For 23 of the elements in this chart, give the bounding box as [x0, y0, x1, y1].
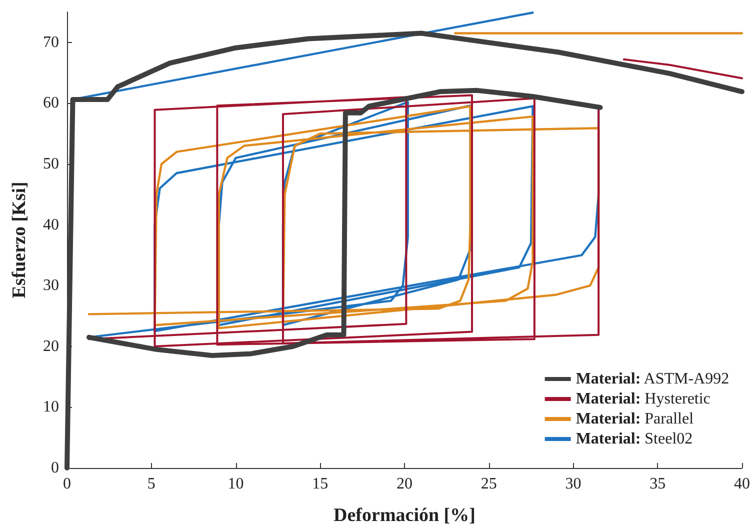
legend-label: Material: Hysteretic — [576, 390, 710, 408]
y-tick-label: 50 — [43, 156, 59, 172]
y-tick-label: 30 — [43, 277, 59, 294]
x-tick-label: 10 — [228, 476, 244, 492]
x-tick-label: 20 — [396, 476, 412, 492]
x-tick-label: 0 — [63, 476, 71, 492]
y-axis-title: Esfuerzo [Ksi] — [9, 182, 30, 298]
x-tick-label: 25 — [480, 476, 497, 492]
y-tick-label: 0 — [51, 460, 59, 476]
x-tick-label: 35 — [650, 476, 666, 492]
legend-label: Material: Parallel — [576, 410, 694, 428]
x-tick-label: 30 — [565, 476, 582, 492]
y-tick-label: 70 — [43, 34, 59, 51]
y-tick-label: 40 — [43, 216, 59, 234]
x-axis-title: Deformación [%] — [334, 505, 476, 526]
y-tick-label: 10 — [43, 398, 59, 416]
legend-label: Material: ASTM-A992 — [576, 370, 730, 388]
y-tick-label: 60 — [43, 94, 59, 112]
x-tick-label: 40 — [734, 476, 750, 492]
x-tick-label: 15 — [312, 476, 328, 492]
y-tick-label: 20 — [43, 338, 59, 355]
legend-label: Material: Steel02 — [576, 430, 693, 448]
x-tick-label: 5 — [147, 476, 156, 492]
